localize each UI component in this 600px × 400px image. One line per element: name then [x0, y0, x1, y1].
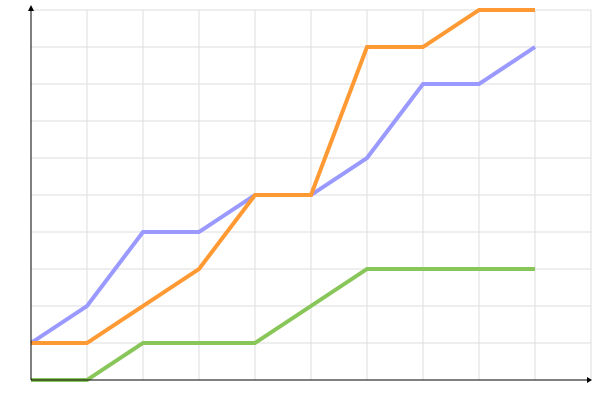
series-line-3 [31, 267, 535, 382]
series-line-2 [31, 8, 535, 345]
y-axis-arrow [28, 5, 34, 11]
axes [28, 5, 592, 383]
x-axis-arrow [587, 377, 592, 383]
series-group [29, 8, 537, 382]
